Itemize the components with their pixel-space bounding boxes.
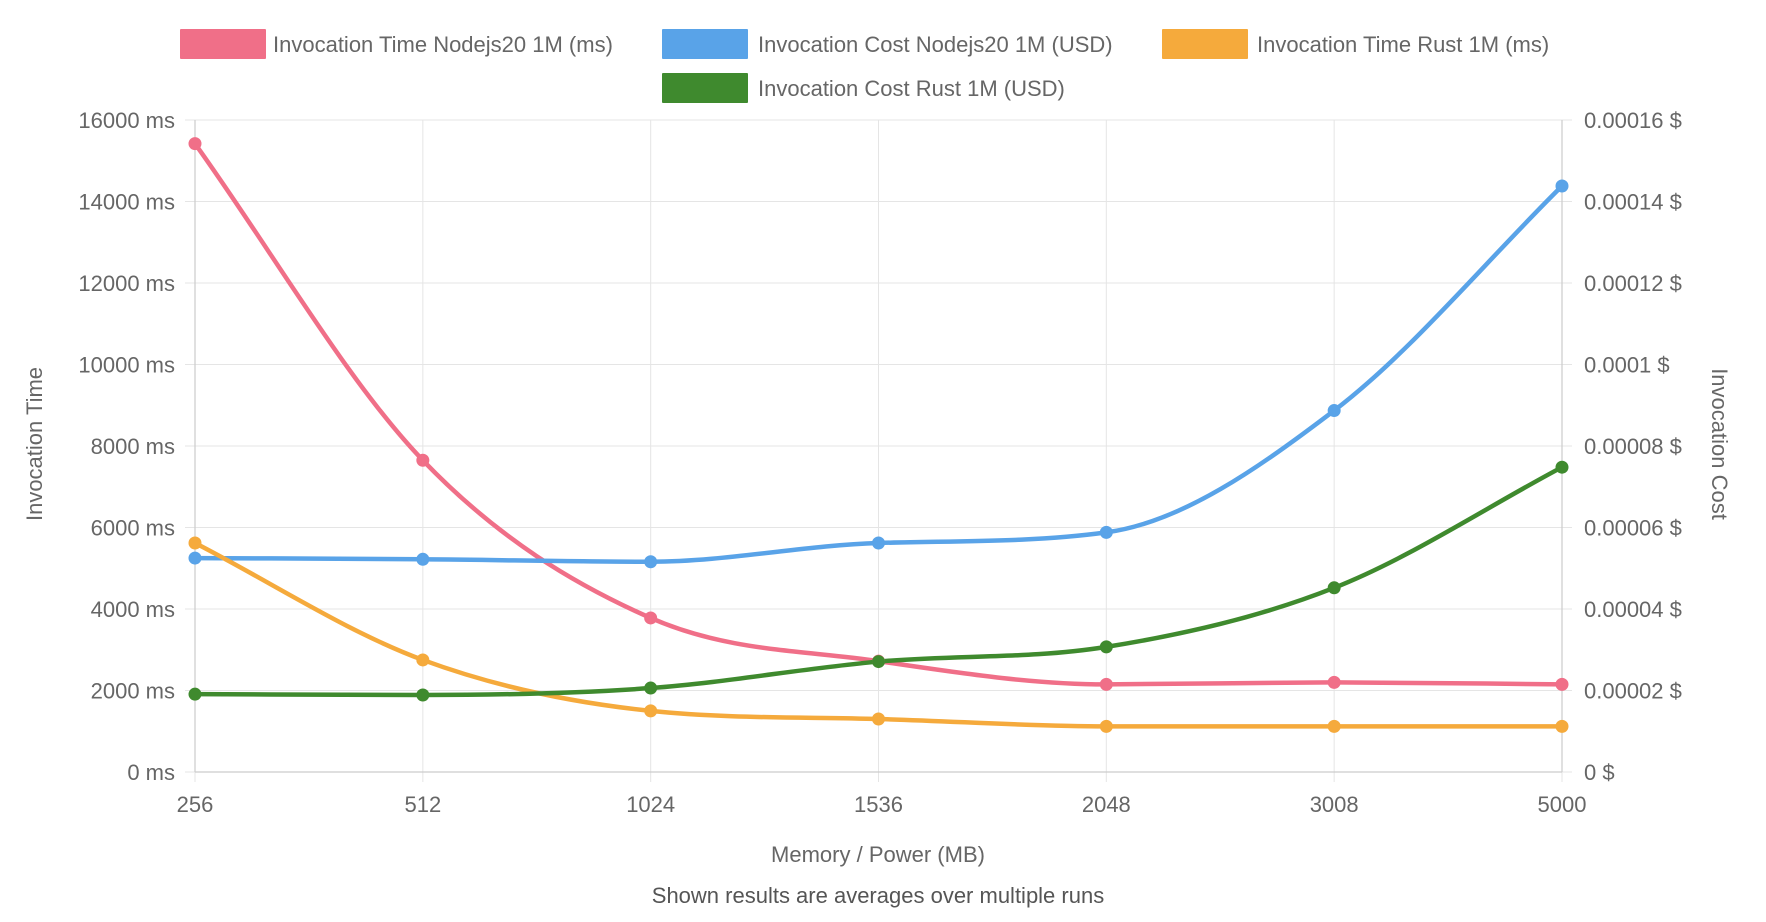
data-point xyxy=(644,704,658,718)
data-point xyxy=(1327,719,1341,733)
data-point xyxy=(644,555,658,569)
data-point xyxy=(416,688,430,702)
data-point xyxy=(644,611,658,625)
legend-label: Invocation Time Nodejs20 1M (ms) xyxy=(273,32,613,57)
gridlines xyxy=(194,119,1563,782)
x-tick-label: 2048 xyxy=(1082,792,1131,817)
data-point xyxy=(188,551,202,565)
data-point xyxy=(872,712,885,726)
legend-item[interactable]: Invocation Cost Nodejs20 1M (USD) xyxy=(662,29,1113,59)
data-point xyxy=(1099,640,1113,654)
y-left-tick-label: 4000 ms xyxy=(91,597,175,622)
y-right-tick-label: 0.00012 $ xyxy=(1584,271,1682,296)
legend[interactable]: Invocation Time Nodejs20 1M (ms) Invocati… xyxy=(180,29,1549,103)
data-point xyxy=(644,681,658,695)
data-point xyxy=(872,536,885,550)
legend-swatch xyxy=(662,73,748,103)
y-left-tick-label: 6000 ms xyxy=(91,516,175,541)
data-point xyxy=(188,137,202,151)
legend-label: Invocation Cost Nodejs20 1M (USD) xyxy=(758,32,1113,57)
legend-swatch xyxy=(662,29,748,59)
y-right-tick-label: 0.0001 $ xyxy=(1584,353,1670,378)
legend-swatch xyxy=(180,29,266,59)
y-right-tick-label: 0.00004 $ xyxy=(1584,597,1682,622)
x-tick-label: 256 xyxy=(177,792,214,817)
x-tick-label: 1024 xyxy=(626,792,675,817)
x-tick-label: 1536 xyxy=(854,792,903,817)
y-right-tick-label: 0.00008 $ xyxy=(1584,434,1682,459)
series-points xyxy=(188,137,1569,733)
data-point xyxy=(1327,675,1341,689)
legend-swatch xyxy=(1162,29,1248,59)
data-point xyxy=(188,687,202,701)
y-left-tick-label: 10000 ms xyxy=(78,353,175,378)
data-point xyxy=(416,653,430,667)
legend-item[interactable]: Invocation Cost Rust 1M (USD) xyxy=(662,73,1065,103)
data-point xyxy=(188,536,202,550)
y-right-tick-label: 0 $ xyxy=(1584,760,1615,785)
x-axis-title: Memory / Power (MB) xyxy=(771,842,985,867)
x-tick-label: 512 xyxy=(404,792,441,817)
data-point xyxy=(1555,719,1569,733)
y-right-tick-label: 0.00002 $ xyxy=(1584,679,1682,704)
axes: 0 ms 2000 ms 4000 ms 6000 ms 8000 ms 10000 ms… xyxy=(78,108,1682,817)
data-point xyxy=(1555,460,1569,474)
y-left-tick-label: 16000 ms xyxy=(78,108,175,133)
y-left-tick-label: 8000 ms xyxy=(91,434,175,459)
y-axis-left-title: Invocation Time xyxy=(22,367,47,521)
y-left-tick-label: 0 ms xyxy=(127,760,175,785)
y-left-tick-label: 12000 ms xyxy=(78,271,175,296)
data-point xyxy=(1099,525,1113,539)
y-right-tick-label: 0.00014 $ xyxy=(1584,190,1682,215)
legend-item[interactable]: Invocation Time Rust 1M (ms) xyxy=(1162,29,1549,59)
x-tick-label: 3008 xyxy=(1310,792,1359,817)
data-point xyxy=(1327,581,1341,595)
legend-label: Invocation Time Rust 1M (ms) xyxy=(1257,32,1549,57)
data-point xyxy=(1099,719,1113,733)
y-axis-right-title: Invocation Cost xyxy=(1707,368,1732,520)
data-point xyxy=(416,453,430,467)
legend-item[interactable]: Invocation Time Nodejs20 1M (ms) xyxy=(180,29,613,59)
y-right-tick-label: 0.00016 $ xyxy=(1584,108,1682,133)
legend-label: Invocation Cost Rust 1M (USD) xyxy=(758,76,1065,101)
data-point xyxy=(1555,677,1569,691)
chart-footer: Shown results are averages over multiple… xyxy=(652,883,1104,908)
data-point xyxy=(1099,677,1113,691)
x-tick-label: 5000 xyxy=(1538,792,1587,817)
data-point xyxy=(1327,404,1341,418)
data-point xyxy=(416,552,430,566)
y-right-tick-label: 0.00006 $ xyxy=(1584,516,1682,541)
y-left-tick-label: 2000 ms xyxy=(91,679,175,704)
data-point xyxy=(1555,179,1569,193)
data-point xyxy=(872,655,885,669)
y-left-tick-label: 14000 ms xyxy=(78,190,175,215)
